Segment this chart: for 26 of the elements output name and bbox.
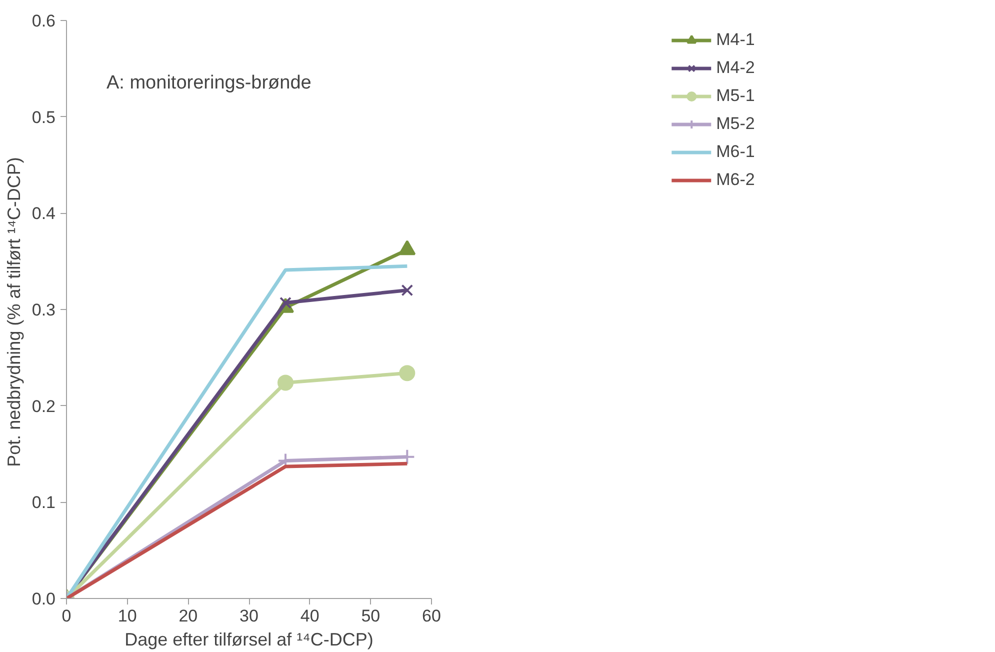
y-tick-label: 0.5	[32, 108, 56, 127]
x-tick-label: 50	[361, 606, 380, 626]
y-tick-label: 0.2	[32, 396, 56, 416]
legend-label: M6-2	[716, 170, 755, 190]
y-tick-label: 0.1	[32, 493, 56, 512]
point	[278, 374, 294, 391]
x-tick-label: 10	[118, 606, 137, 626]
point	[401, 284, 414, 296]
y-tick-label: 0.3	[32, 300, 56, 320]
y-axis-title: Pot. nedbrydning (% af tilført ¹⁴C-DCP)	[4, 157, 24, 467]
annotation: A: monitorerings-brønde	[106, 72, 312, 94]
x-tick-label: 30	[240, 606, 258, 626]
x-tick-label: 40	[300, 606, 320, 626]
x-axis-title: Dage efter tilførsel af ¹⁴C-DCP)	[124, 630, 374, 650]
x-tick-label: 20	[178, 606, 198, 626]
x-tick-label: 0	[62, 606, 72, 626]
point	[399, 365, 416, 382]
legend-label: M5-2	[716, 114, 755, 134]
y-tick-label: 0.4	[32, 204, 56, 224]
legend-label: M5-1	[716, 86, 755, 106]
y-tick-label: 0.6	[32, 12, 56, 30]
y-tick-label: 0.0	[32, 590, 56, 608]
legend-label: M6-1	[716, 142, 755, 162]
x-tick-label: 60	[422, 606, 441, 626]
legend-label: M4-1	[716, 30, 755, 50]
legend-label: M4-2	[716, 58, 755, 78]
